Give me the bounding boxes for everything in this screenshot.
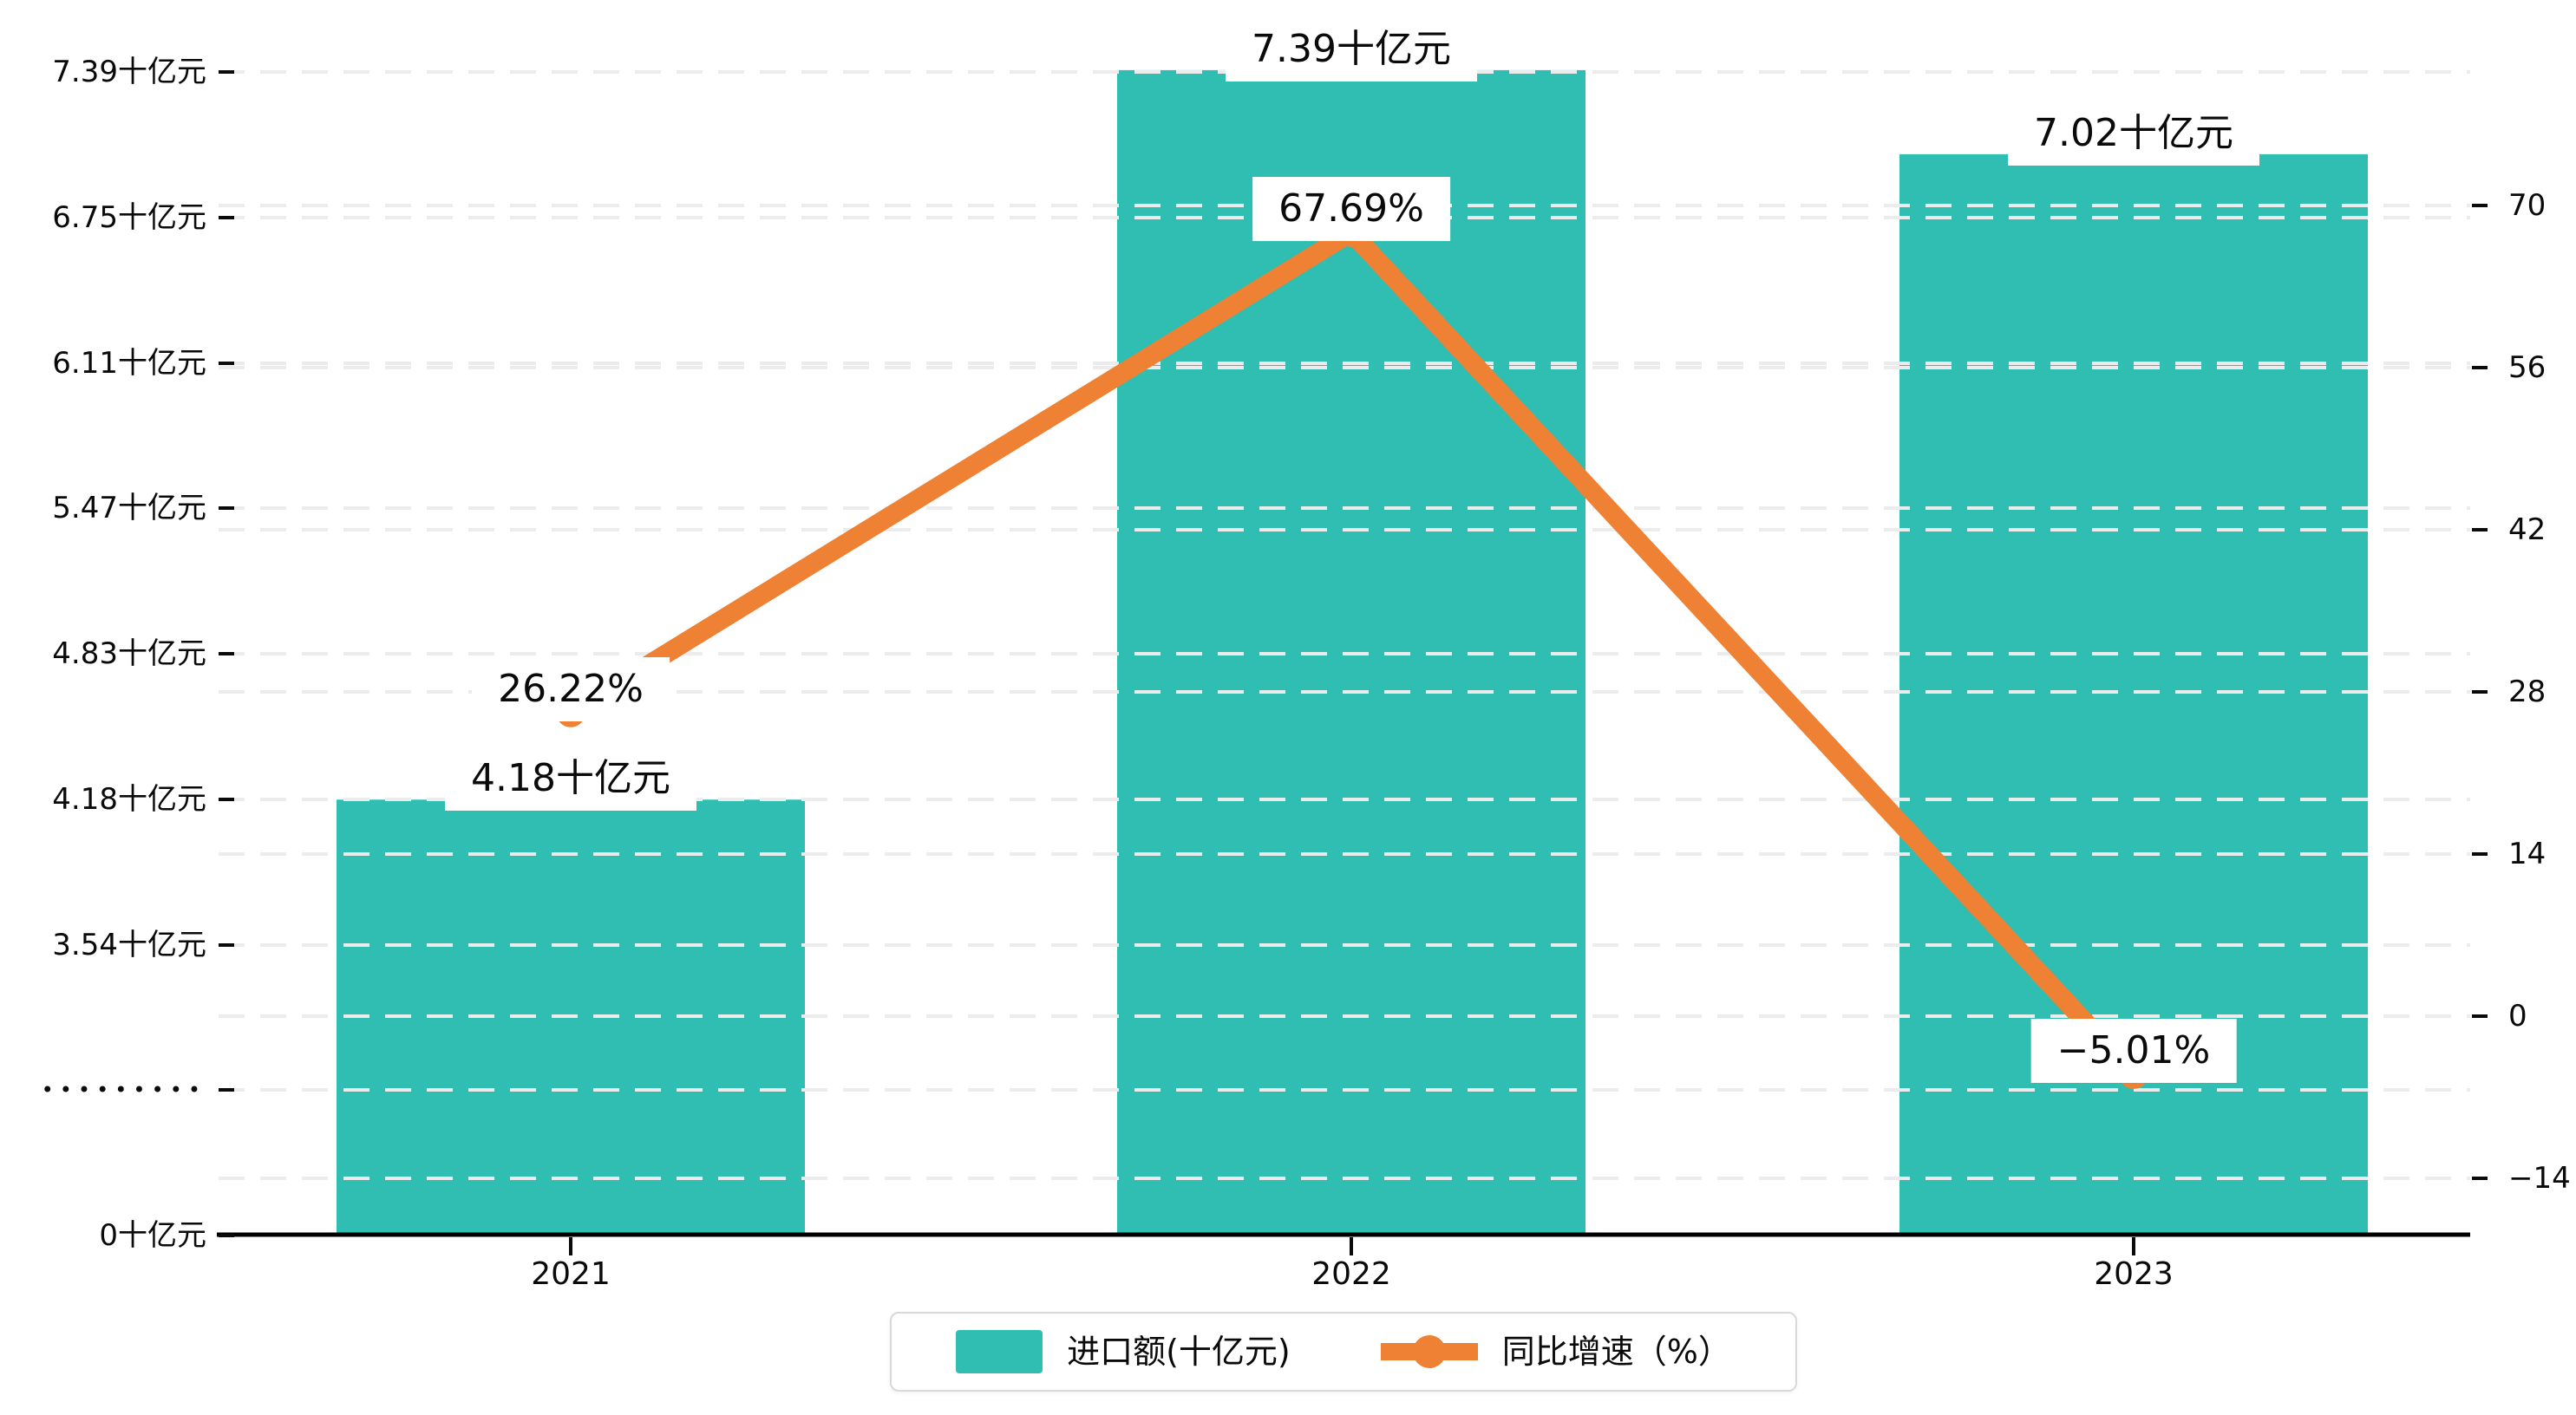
legend: 进口额(十亿元) 同比增速（%） [890, 1312, 1797, 1392]
bar-series-swatch-icon [956, 1330, 1043, 1373]
line-swatch-dot-icon [1412, 1335, 1446, 1368]
right-axis-tick-label: 42 [2508, 512, 2547, 547]
right-axis-tick-label: −14 [2508, 1161, 2571, 1196]
line-point-label: −5.01% [2030, 1018, 2237, 1083]
bar-value-label: 4.18十亿元 [445, 747, 696, 812]
legend-label-imports: 进口额(十亿元) [1067, 1333, 1291, 1371]
bar-value-label: 7.39十亿元 [1226, 16, 1477, 82]
line-point-label: 26.22% [472, 656, 670, 721]
left-axis-tick-label: 5.47十亿元 [52, 491, 206, 525]
left-axis-tick-label: 6.11十亿元 [52, 346, 206, 381]
legend-item-growth[interactable]: 同比增速（%） [1380, 1330, 1731, 1373]
left-axis-tick-label: 7.39十亿元 [52, 55, 206, 89]
right-axis-tick-label: 28 [2508, 675, 2547, 709]
left-axis-tick-label: 4.18十亿元 [52, 782, 206, 817]
right-axis-tick-label: 56 [2508, 350, 2547, 385]
left-axis-tick-label: 4.83十亿元 [52, 636, 206, 671]
right-axis-tick-label: 0 [2508, 999, 2527, 1034]
right-axis-tick-label: 14 [2508, 837, 2547, 871]
legend-item-imports[interactable]: 进口额(十亿元) [956, 1330, 1291, 1373]
left-axis-break-dots: ••••••••• [41, 1078, 206, 1102]
left-axis-tick-label: 6.75十亿元 [52, 200, 206, 235]
bar-value-label: 7.02十亿元 [2008, 101, 2259, 166]
legend-label-growth: 同比增速（%） [1501, 1333, 1731, 1371]
line-point-label: 67.69% [1252, 176, 1450, 241]
x-axis-label-2021: 2021 [531, 1256, 611, 1292]
right-axis-tick-label: 70 [2508, 188, 2547, 223]
left-axis-tick-label: 0十亿元 [99, 1218, 206, 1253]
line-series-swatch-icon [1380, 1330, 1478, 1373]
x-axis-label-2022: 2022 [1311, 1256, 1391, 1292]
left-axis-tick-label: 3.54十亿元 [52, 928, 206, 962]
x-axis-label-2023: 2023 [2094, 1256, 2174, 1292]
